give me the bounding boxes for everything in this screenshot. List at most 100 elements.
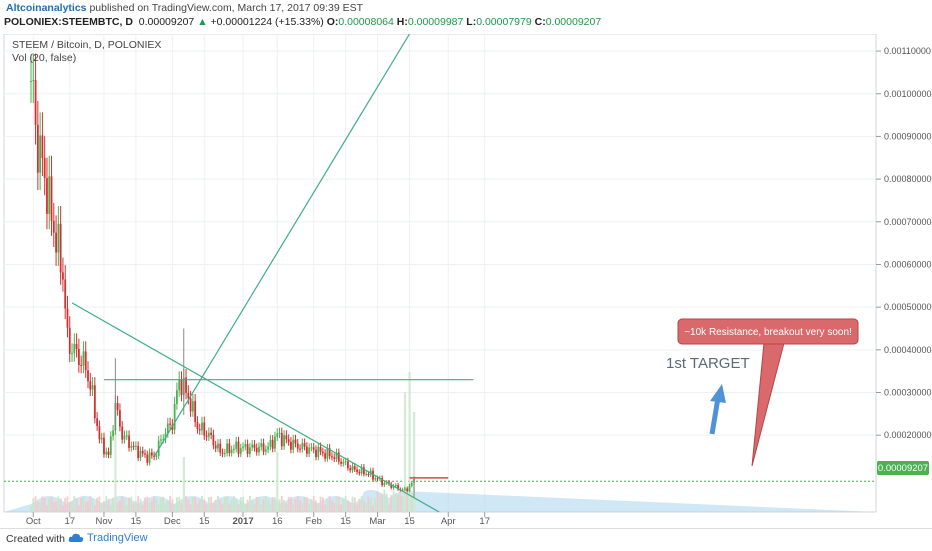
volume-bar xyxy=(146,496,149,512)
drawn-lines[interactable] xyxy=(71,34,474,513)
candle-body xyxy=(164,433,167,440)
resistance-callout[interactable]: ~10k Resistance, breakout very soon! xyxy=(677,318,859,467)
volume-bar xyxy=(116,502,119,512)
volume-bar xyxy=(285,503,288,512)
volume-bar xyxy=(55,501,57,512)
volume-bar xyxy=(258,497,260,512)
volume-bar xyxy=(228,503,231,512)
candle-body xyxy=(326,448,329,459)
volume-bar xyxy=(248,496,251,512)
volume-bar xyxy=(319,496,322,512)
chart-legend-title: STEEM / Bitcoin, D, POLONIEX xyxy=(12,39,161,51)
volume-bar xyxy=(82,496,85,512)
candle-body xyxy=(160,439,162,441)
volume-bar xyxy=(372,505,374,512)
candle-body xyxy=(91,385,94,390)
candle-body xyxy=(280,432,283,447)
volume-bar xyxy=(201,496,203,512)
candle-body xyxy=(367,473,370,475)
candle-body xyxy=(46,178,48,214)
tradingview-logo[interactable]: TradingView xyxy=(68,532,148,544)
volume-bar xyxy=(96,497,99,512)
candle-body xyxy=(212,434,215,446)
x-tick-label: 17 xyxy=(479,516,490,527)
candle-body xyxy=(66,308,69,328)
volume-bar xyxy=(157,504,160,512)
candle-body xyxy=(303,443,306,447)
volume-bar xyxy=(48,498,51,512)
volume-bar xyxy=(244,503,247,512)
candle-body xyxy=(112,430,114,437)
symbol-line: POLONIEX:STEEMBTC, D 0.00009207 ▲ +0.000… xyxy=(4,16,601,28)
volume-bar xyxy=(185,496,187,512)
candle-body xyxy=(333,457,336,459)
volume-bar xyxy=(217,496,219,512)
candle-body xyxy=(328,448,331,457)
candle-body xyxy=(246,444,249,454)
y-tick-label: 0.00070000 xyxy=(884,217,932,227)
volume-bar xyxy=(176,497,178,512)
candle-body xyxy=(356,469,358,473)
volume-bar xyxy=(283,500,285,512)
x-tick-label: Mar xyxy=(369,516,385,527)
volume-spike xyxy=(413,412,416,512)
volume-bar xyxy=(196,503,199,512)
volume-bar xyxy=(226,496,228,512)
volume-bar xyxy=(344,496,347,512)
volume-bar xyxy=(367,496,370,512)
x-tick-label: Feb xyxy=(306,516,322,527)
volume-spike xyxy=(408,372,411,512)
candle-body xyxy=(130,446,133,448)
volume-bar xyxy=(301,503,304,512)
volume-bar xyxy=(223,497,226,512)
candle-body xyxy=(353,466,356,470)
volume-bar xyxy=(333,502,336,512)
volume-bar xyxy=(274,497,276,512)
candle-body xyxy=(383,483,386,486)
candle-body xyxy=(146,454,149,463)
volume-bar xyxy=(381,494,384,512)
volume-bar xyxy=(269,503,272,512)
candle-body xyxy=(255,447,258,453)
volume-bar xyxy=(71,501,73,512)
candle-body xyxy=(315,449,317,458)
candle-body xyxy=(305,446,308,454)
candle-body xyxy=(287,439,290,442)
candle-body xyxy=(123,435,126,440)
volume-spike xyxy=(403,392,407,512)
candle-body xyxy=(34,80,37,125)
x-tick-label: Nov xyxy=(96,516,113,527)
candle-body xyxy=(109,436,112,455)
author-link[interactable]: Altcoinanalytics xyxy=(6,2,87,14)
volume-bar xyxy=(148,502,151,512)
volume-bar xyxy=(198,500,201,512)
volume-bar xyxy=(59,498,62,512)
volume-bar xyxy=(155,499,158,512)
price-chart[interactable]: 0.00110000 0.00100000 0.00090000 0.00080000… xyxy=(0,34,932,528)
time-axis[interactable]: Oct 17 Nov 15 Dec 15 2017 16 Feb 15 Mar 15 Apr 17 xyxy=(26,512,490,527)
candle-body xyxy=(50,176,53,221)
x-tick-label: 17 xyxy=(64,516,75,527)
x-tick-label: Oct xyxy=(26,516,41,527)
x-tick-label: 15 xyxy=(340,516,351,527)
candle-body xyxy=(296,443,299,449)
volume-bar xyxy=(392,489,395,512)
volume-bar xyxy=(221,503,224,512)
candle-body xyxy=(319,446,322,452)
candle-body xyxy=(244,444,247,447)
candle-body xyxy=(137,445,140,458)
volume-bar xyxy=(139,498,142,512)
volume-bar xyxy=(230,499,233,512)
candle-body xyxy=(84,351,87,371)
volume-bar xyxy=(394,493,397,512)
volume-bar xyxy=(388,504,390,512)
volume-bar xyxy=(166,500,169,512)
volume-bar xyxy=(171,499,174,512)
candle-body xyxy=(203,422,206,436)
candle-body xyxy=(219,443,222,453)
candle-body xyxy=(77,348,80,365)
candle-body xyxy=(394,485,397,487)
volume-bar xyxy=(369,497,372,512)
price-axis[interactable]: 0.00110000 0.00100000 0.00090000 0.00080000… xyxy=(876,46,932,440)
candle-body xyxy=(176,390,178,404)
